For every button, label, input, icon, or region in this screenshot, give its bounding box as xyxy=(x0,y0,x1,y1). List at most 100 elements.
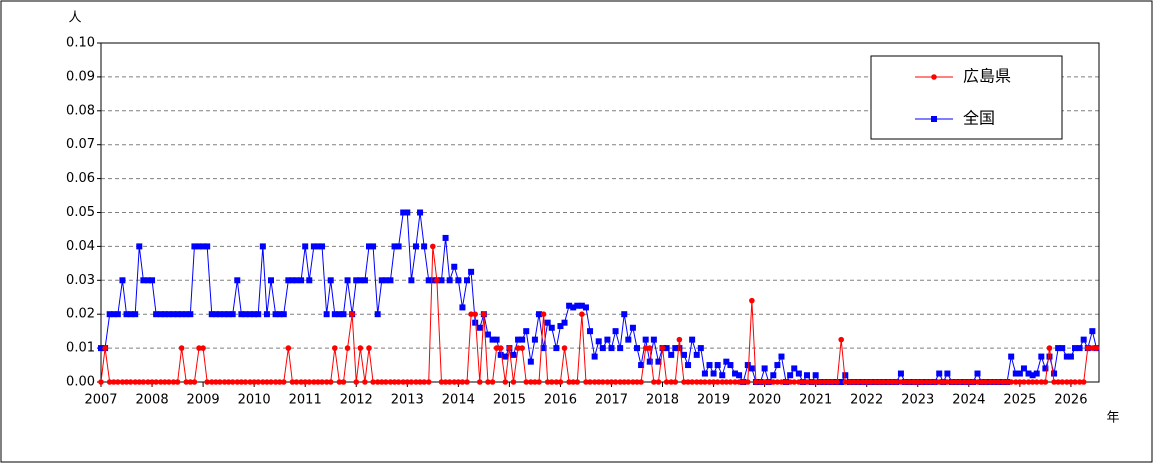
data-point xyxy=(851,379,857,385)
data-point xyxy=(1000,379,1006,385)
data-point xyxy=(353,379,360,385)
data-point xyxy=(1080,379,1087,385)
data-point xyxy=(638,379,644,385)
data-point xyxy=(544,379,551,385)
data-point xyxy=(621,379,628,385)
data-point xyxy=(221,311,228,318)
data-point xyxy=(251,311,258,318)
data-point xyxy=(1080,336,1087,343)
data-point xyxy=(374,379,381,385)
y-axis-label: 人 xyxy=(68,11,81,26)
data-point xyxy=(413,379,419,385)
data-point xyxy=(570,379,576,385)
data-point xyxy=(650,336,657,343)
data-point xyxy=(732,370,739,377)
data-point xyxy=(1029,372,1036,379)
data-point xyxy=(570,304,577,311)
data-point xyxy=(812,372,819,379)
data-point xyxy=(395,243,402,250)
data-point xyxy=(429,277,436,284)
data-point xyxy=(349,311,355,318)
data-point xyxy=(260,379,266,385)
data-point xyxy=(668,351,675,358)
data-point xyxy=(267,277,274,284)
data-point xyxy=(493,345,500,351)
data-point xyxy=(408,379,415,385)
data-point xyxy=(625,379,632,385)
data-point xyxy=(455,277,462,284)
data-point xyxy=(548,324,555,331)
data-point xyxy=(719,372,726,379)
data-point xyxy=(842,372,849,379)
data-point xyxy=(455,379,462,385)
data-point xyxy=(217,379,223,385)
data-point xyxy=(229,311,236,318)
x-tick-label: 2012 xyxy=(340,393,373,408)
data-point xyxy=(242,311,249,318)
data-point xyxy=(1055,379,1061,385)
data-point xyxy=(578,302,585,309)
data-point xyxy=(153,379,159,385)
data-point xyxy=(863,379,870,385)
data-point xyxy=(127,311,134,318)
data-point xyxy=(344,277,351,284)
data-point xyxy=(378,379,385,385)
data-point xyxy=(532,379,538,385)
data-point xyxy=(106,311,113,318)
data-point xyxy=(540,345,547,352)
data-point xyxy=(132,311,139,318)
data-point xyxy=(183,379,190,385)
data-point xyxy=(323,311,330,318)
data-point xyxy=(361,277,368,284)
data-point xyxy=(800,379,806,385)
data-point xyxy=(366,243,373,250)
data-point xyxy=(651,379,657,385)
data-point xyxy=(114,311,121,318)
data-point xyxy=(272,379,279,385)
data-point xyxy=(276,311,283,318)
legend-marker xyxy=(931,116,937,122)
data-point xyxy=(170,379,177,385)
x-tick-label: 2010 xyxy=(238,393,271,408)
data-point xyxy=(183,311,190,318)
data-point xyxy=(1068,379,1074,385)
data-point xyxy=(1064,379,1070,385)
data-point xyxy=(123,379,130,385)
data-point xyxy=(804,372,811,379)
data-point xyxy=(702,379,708,385)
data-point xyxy=(825,379,832,385)
data-point xyxy=(327,277,334,284)
data-point xyxy=(187,311,194,318)
data-point xyxy=(421,379,427,385)
data-point xyxy=(587,379,593,385)
data-point xyxy=(263,311,270,318)
data-point xyxy=(1046,353,1053,360)
data-point xyxy=(157,311,164,318)
data-point xyxy=(621,311,628,318)
data-point xyxy=(191,379,198,385)
data-point xyxy=(897,370,904,377)
y-tick-label: 0.06 xyxy=(66,171,95,186)
data-point xyxy=(383,379,389,385)
data-point xyxy=(761,365,768,372)
data-point xyxy=(1059,345,1066,352)
data-point xyxy=(310,243,317,250)
x-axis-label: 年 xyxy=(1106,411,1119,426)
data-point xyxy=(617,345,624,352)
data-point xyxy=(966,379,972,385)
data-point xyxy=(327,379,334,385)
data-point xyxy=(902,379,908,385)
data-point xyxy=(357,345,364,351)
data-point xyxy=(382,277,389,284)
data-point xyxy=(736,379,742,385)
data-point xyxy=(259,243,266,250)
data-point xyxy=(1076,345,1083,352)
data-point xyxy=(604,336,611,343)
data-point xyxy=(446,379,453,385)
y-tick-label: 0.10 xyxy=(66,36,95,51)
data-point xyxy=(293,277,300,284)
data-point xyxy=(910,379,917,385)
data-point xyxy=(331,311,338,318)
data-point xyxy=(502,353,509,360)
